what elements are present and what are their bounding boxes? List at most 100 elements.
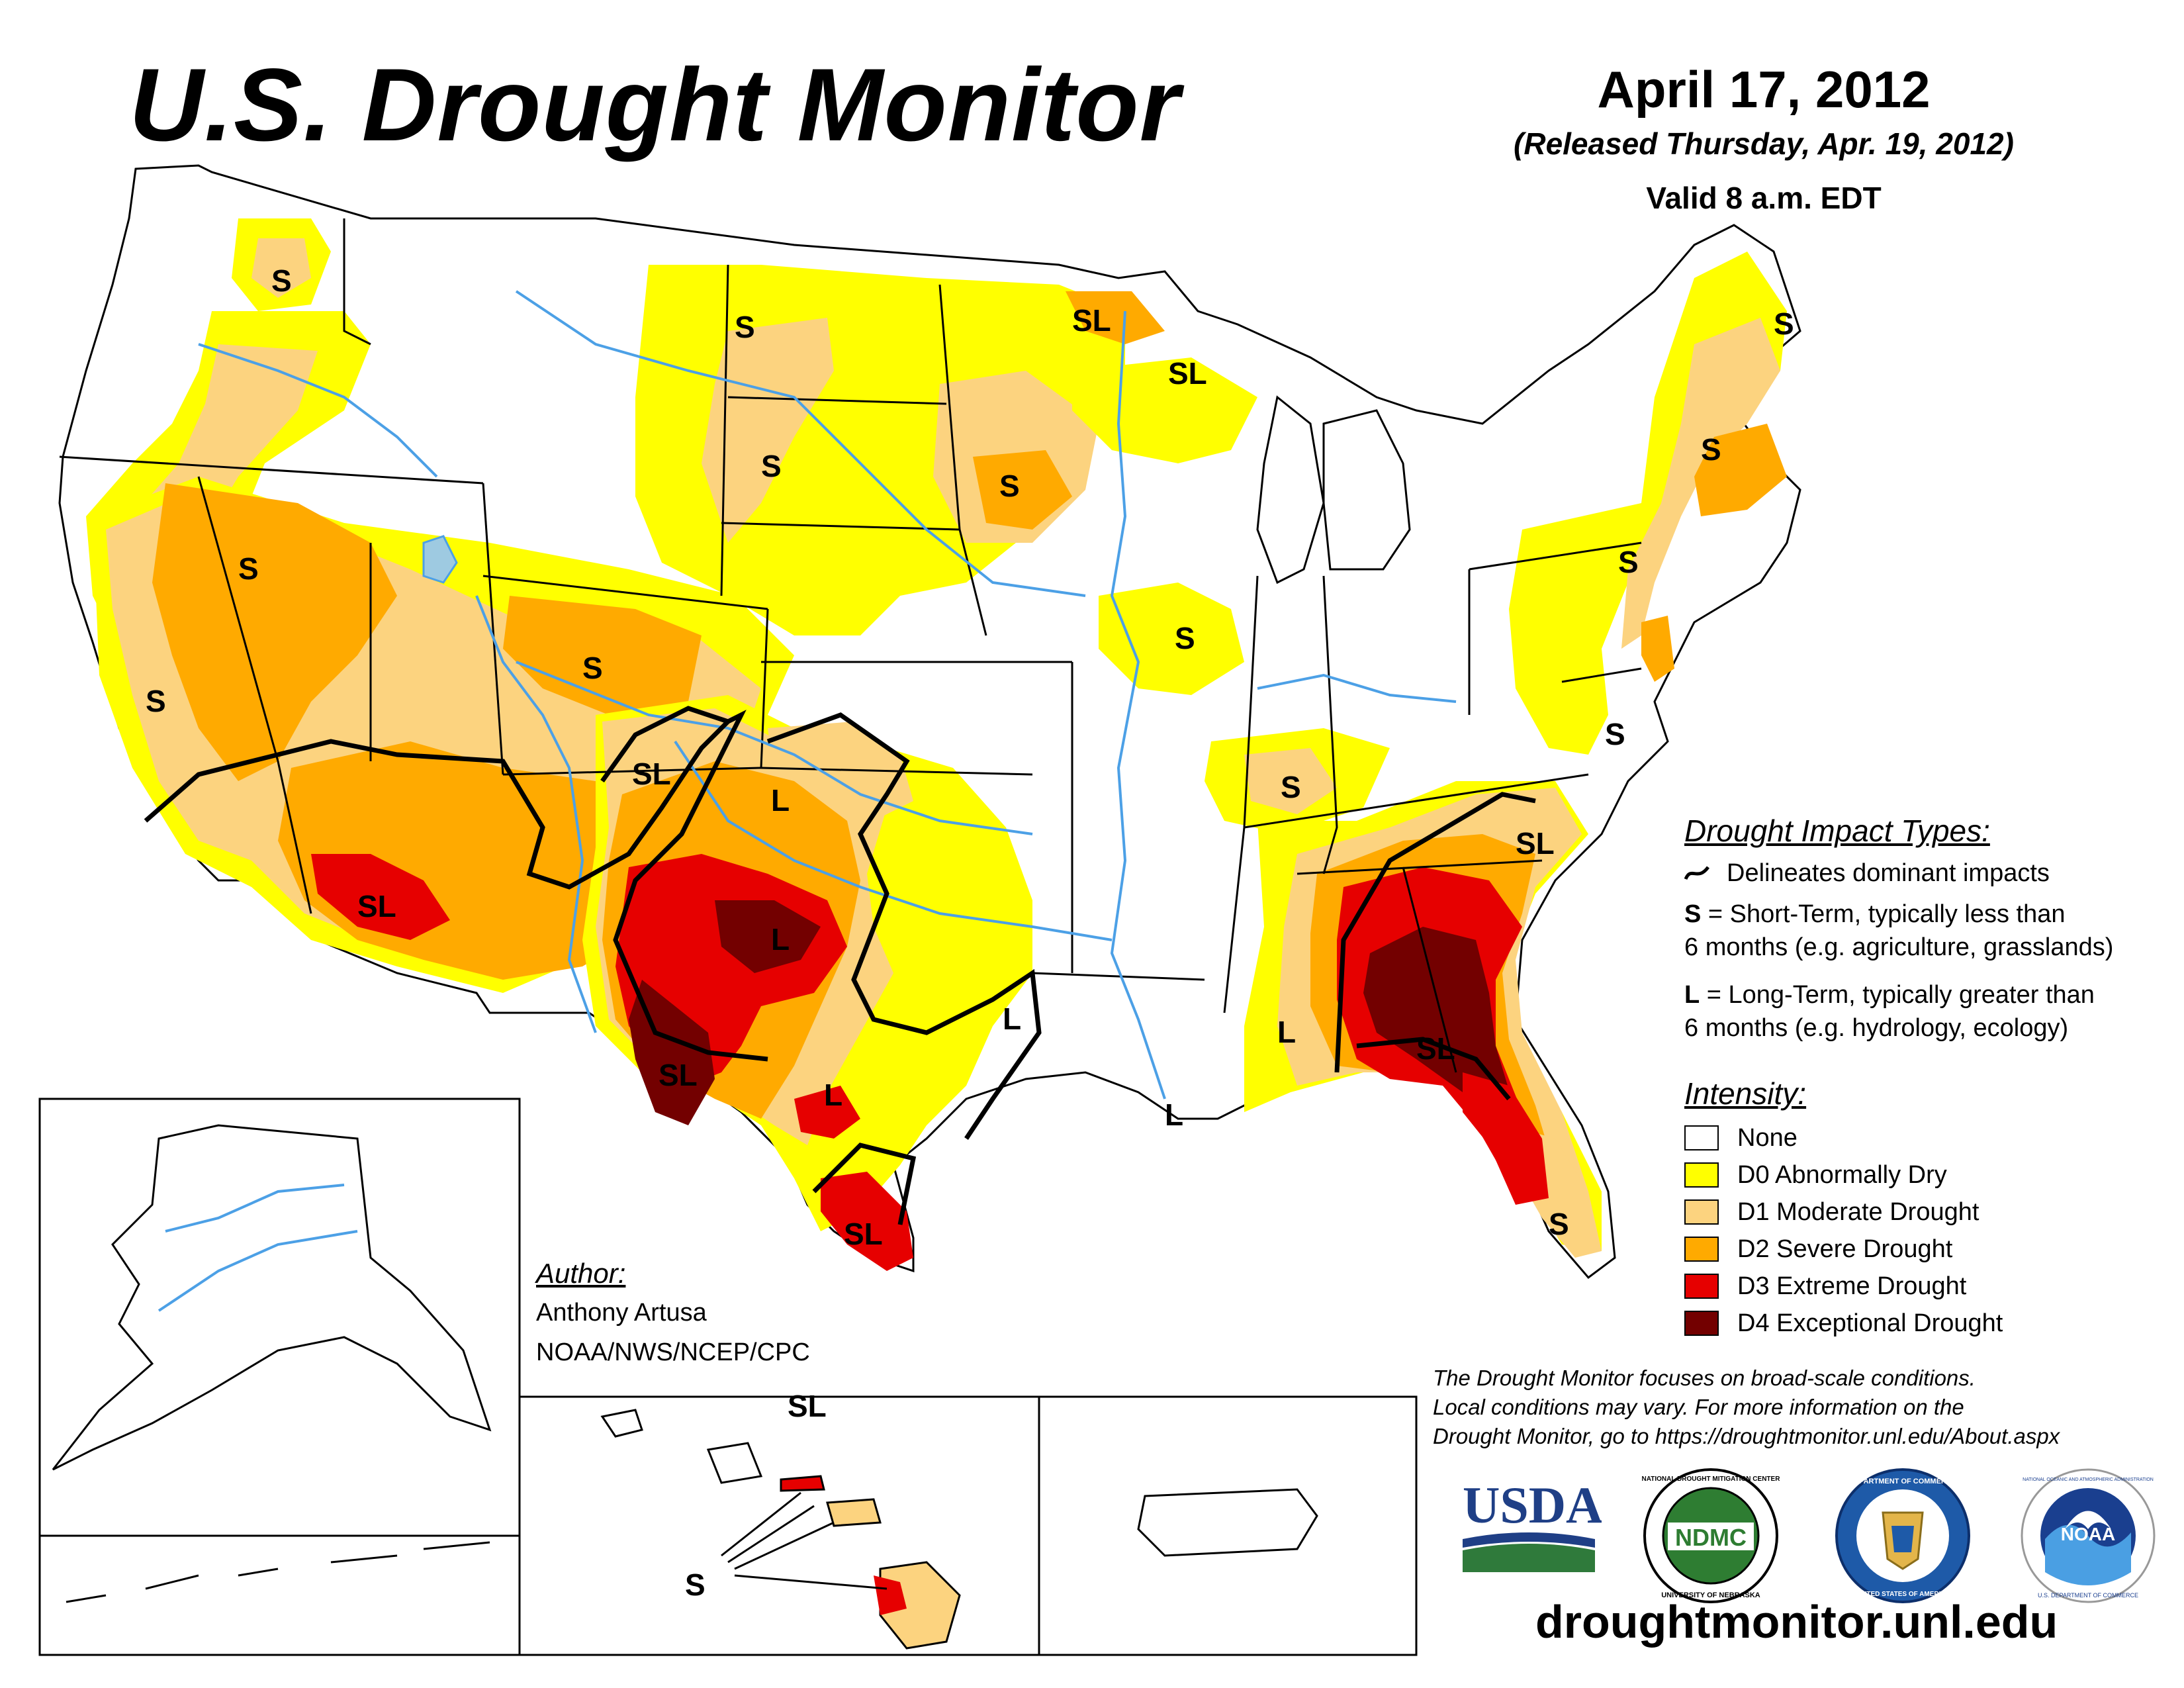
ne-d2 xyxy=(1694,424,1787,516)
delineate-line-icon xyxy=(1684,866,1709,880)
label-mn-s: S xyxy=(999,469,1020,503)
impact-legend-heading: Drought Impact Types: xyxy=(1684,814,1990,848)
hi-big-island-d3 xyxy=(874,1575,907,1615)
swatch-d1 xyxy=(1684,1199,1719,1225)
tx-d4-north xyxy=(715,900,821,973)
ne-d1 xyxy=(1621,318,1780,649)
label-ga-sl: SL xyxy=(1416,1031,1455,1066)
intensity-label-d2: D2 Severe Drought xyxy=(1737,1235,1953,1263)
alaska-rivers xyxy=(158,1184,358,1312)
label-tx-l: L xyxy=(824,1078,842,1112)
impact-legend: Drought Impact Types: Delineates dominan… xyxy=(1684,813,2113,1045)
ky-d1 xyxy=(1244,748,1337,814)
impact-l-text-2: 6 months (e.g. hydrology, ecology) xyxy=(1684,1014,2069,1042)
impact-lines xyxy=(144,706,1536,1225)
label-ok-l: L xyxy=(771,922,790,957)
impact-long-term: L = Long-Term, typically greater than 6 … xyxy=(1684,978,2113,1045)
aleutians xyxy=(66,1541,490,1603)
label-pa-s: S xyxy=(1618,545,1639,579)
intensity-label-d4: D4 Exceptional Drought xyxy=(1737,1309,2003,1337)
author-heading: Author: xyxy=(536,1258,626,1289)
hi-pointers xyxy=(721,1491,887,1590)
intensity-label-d3: D3 Extreme Drought xyxy=(1737,1272,1967,1300)
label-sd-s: S xyxy=(761,449,782,483)
label-nc-sl: SL xyxy=(1516,826,1555,861)
label-hi-sl: SL xyxy=(788,1389,827,1423)
impact-l-key: L xyxy=(1684,981,1700,1009)
label-co-s: S xyxy=(582,651,603,685)
label-hi-s: S xyxy=(685,1568,705,1602)
intensity-row-d2: D2 Severe Drought xyxy=(1684,1231,2003,1268)
alaska-shape xyxy=(52,1124,492,1471)
valid-time: Valid 8 a.m. EDT xyxy=(1646,181,1882,215)
ndmc-ring-bottom: UNIVERSITY OF NEBRASKA xyxy=(1661,1591,1760,1599)
swatch-d3 xyxy=(1684,1274,1719,1299)
label-la-l: L xyxy=(1165,1098,1183,1132)
fl-d3 xyxy=(1463,1072,1549,1205)
author-name: Anthony Artusa xyxy=(536,1299,707,1327)
label-al-l: L xyxy=(1277,1015,1296,1049)
hi-kauai xyxy=(600,1409,643,1438)
intensity-row-d4: D4 Exceptional Drought xyxy=(1684,1305,2003,1342)
intensity-label-d0: D0 Abnormally Dry xyxy=(1737,1160,1947,1189)
label-me-s: S xyxy=(1774,306,1794,341)
swatch-d4 xyxy=(1684,1311,1719,1336)
noaa-ring-top: NATIONAL OCEANIC AND ATMOSPHERIC ADMINIS… xyxy=(2023,1477,2154,1482)
intensity-label-d1: D1 Moderate Drought xyxy=(1737,1197,1979,1226)
map-date: April 17, 2012 xyxy=(1597,60,1931,118)
label-mn-sl: SL xyxy=(1072,303,1111,338)
stx-d3b xyxy=(794,1086,860,1139)
hi-maui xyxy=(826,1498,882,1527)
disclaimer-note: The Drought Monitor focuses on broad-sca… xyxy=(1433,1364,2174,1451)
nplains-d1 xyxy=(702,318,834,543)
ndmc-ring-top: NATIONAL DROUGHT MITIGATION CENTER xyxy=(1642,1476,1780,1483)
label-ma-s: S xyxy=(1701,432,1721,467)
label-stx-sl: SL xyxy=(844,1217,883,1251)
noaa-logo[interactable]: NOAA NATIONAL OCEANIC AND ATMOSPHERIC AD… xyxy=(2019,1466,2158,1605)
commerce-logo[interactable]: DEPARTMENT OF COMMERCE UNITED STATES OF … xyxy=(1833,1466,1972,1605)
stx-d3 xyxy=(821,1172,913,1271)
author-org: NOAA/NWS/NCEP/CPC xyxy=(536,1338,810,1366)
note-line-3[interactable]: Drought Monitor, go to https://droughtmo… xyxy=(1433,1424,2060,1448)
impact-delineates-text: Delineates dominant impacts xyxy=(1727,859,2050,887)
swatch-d0 xyxy=(1684,1162,1719,1188)
intensity-row-d3: D3 Extreme Drought xyxy=(1684,1268,2003,1305)
note-line-1: The Drought Monitor focuses on broad-sca… xyxy=(1433,1366,1976,1390)
impact-s-text-1: = Short-Term, typically less than xyxy=(1701,900,2066,928)
release-date: (Released Thursday, Apr. 19, 2012) xyxy=(1514,126,2014,161)
ndmc-logo[interactable]: NDMC NATIONAL DROUGHT MITIGATION CENTER … xyxy=(1641,1466,1780,1605)
label-nv-s: S xyxy=(238,551,259,586)
website-link[interactable]: droughtmonitor.unl.edu xyxy=(1535,1596,2058,1648)
swatch-none xyxy=(1684,1125,1719,1150)
ndmc-logo-text: NDMC xyxy=(1675,1524,1747,1551)
intensity-row-d1: D1 Moderate Drought xyxy=(1684,1194,2003,1231)
label-wi-sl: SL xyxy=(1168,356,1207,391)
usda-logo[interactable]: USDA xyxy=(1456,1476,1602,1575)
puerto-rico xyxy=(1137,1488,1318,1557)
label-wa-s: S xyxy=(271,263,292,298)
il-d0 xyxy=(1099,583,1244,695)
commerce-ring-top: DEPARTMENT OF COMMERCE xyxy=(1849,1477,1956,1485)
michigan-lp xyxy=(1322,409,1411,571)
wa-d1-north xyxy=(251,238,311,298)
commerce-ring-bottom: UNITED STATES OF AMERICA xyxy=(1855,1591,1950,1598)
impact-short-term: S = Short-Term, typically less than 6 mo… xyxy=(1684,898,2113,964)
label-az-sl: SL xyxy=(357,889,396,923)
az-d3 xyxy=(311,854,450,940)
intensity-label-none: None xyxy=(1737,1123,1797,1152)
intensity-legend: Intensity: None D0 Abnormally Dry D1 Mod… xyxy=(1684,1076,2003,1342)
intensity-rows: None D0 Abnormally Dry D1 Moderate Droug… xyxy=(1684,1119,2003,1342)
co-d2 xyxy=(503,596,702,715)
rivers xyxy=(198,290,1457,1100)
lake-michigan xyxy=(1256,395,1325,585)
impact-s-key: S xyxy=(1684,900,1702,928)
nj-d2 xyxy=(1641,616,1674,682)
page-title: U.S. Drought Monitor xyxy=(129,48,1181,163)
intensity-row-d0: D0 Abnormally Dry xyxy=(1684,1156,2003,1194)
noaa-ring-bottom: U.S. DEPARTMENT OF COMMERCE xyxy=(2038,1592,2138,1599)
impact-l-text-1: = Long-Term, typically greater than xyxy=(1700,981,2095,1009)
hi-molokai xyxy=(780,1475,825,1492)
label-il-s: S xyxy=(1175,621,1195,655)
aleutian-inset xyxy=(38,1534,521,1656)
